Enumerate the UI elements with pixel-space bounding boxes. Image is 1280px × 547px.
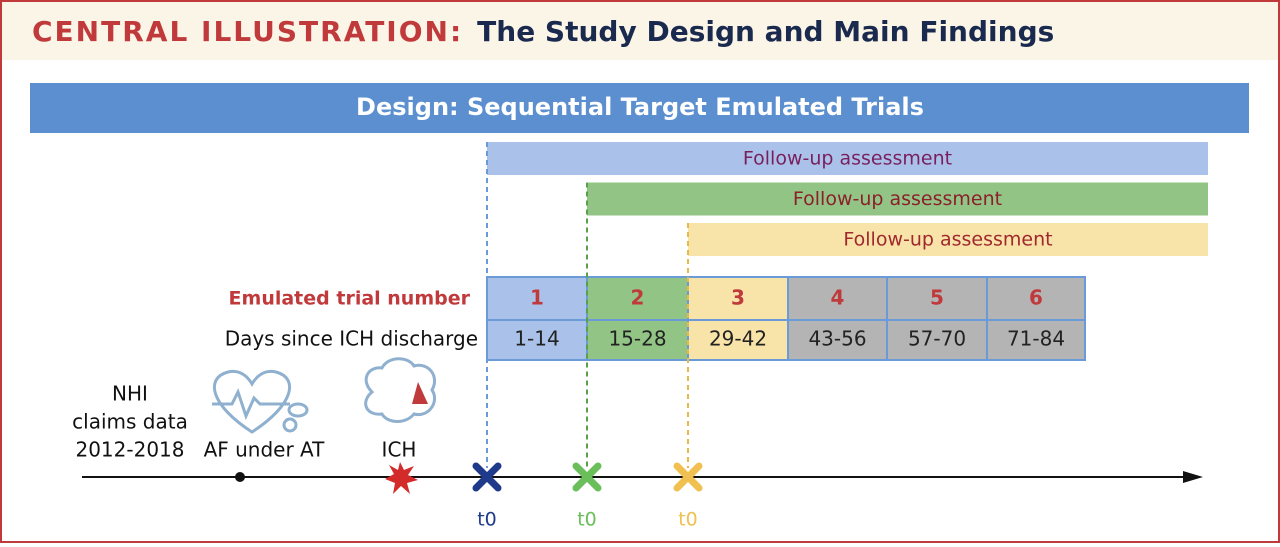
follow-up-bar [688,223,1208,256]
table-cell [986,319,1086,361]
timeline-dot [235,472,245,482]
banner-text: Design: Sequential Target Emulated Trial… [356,93,924,121]
row-label: Emulated trial number [229,288,471,310]
days-label: 1-14 [514,327,559,351]
table-cell [586,276,689,321]
header-band [2,2,1278,60]
trial-number: 6 [1029,286,1043,310]
header-title: The Study Design and Main Findings [477,15,1054,48]
row-label: Days since ICH discharge [225,327,478,351]
table-cell [886,319,988,361]
follow-up-label: Follow-up assessment [793,188,1002,210]
days-label: 57-70 [908,327,966,351]
trial-number: 4 [831,286,845,310]
start-cross [572,462,602,492]
table-cell [886,276,988,321]
table-cell [787,319,888,361]
timeline-arrow [1183,471,1203,483]
design-banner [30,83,1249,133]
follow-up-bar [487,142,1208,175]
start-cross [673,462,703,492]
follow-up-label: Follow-up assessment [843,229,1052,251]
trial-number: 5 [930,286,944,310]
t0-label: t0 [477,509,497,531]
days-label: 43-56 [808,327,866,351]
source-label: 2012-2018 [75,438,184,462]
days-label: 29-42 [709,327,767,351]
brain-icon [364,357,437,423]
heart-icon [212,369,309,434]
event-label: AF under AT [204,438,326,462]
event-label: ICH [382,438,417,462]
source-label: claims data [72,410,188,434]
days-label: 15-28 [608,327,666,351]
t0-label: t0 [678,509,698,531]
table-cell [986,276,1086,321]
start-cross [472,462,502,492]
header-label-text: CENTRAL ILLUSTRATION: [32,15,463,48]
trial-number: 2 [631,286,645,310]
header-label: CENTRAL ILLUSTRATION: The Study Design an… [32,15,1054,48]
t0-label: t0 [577,509,597,531]
ich-burst [385,462,418,494]
follow-up-label: Follow-up assessment [743,148,952,170]
trial-number: 1 [530,286,544,310]
source-label: NHI [112,382,148,406]
table-cell [787,276,888,321]
trial-number: 3 [731,286,745,310]
days-label: 71-84 [1007,327,1065,351]
follow-up-bar [587,182,1208,216]
